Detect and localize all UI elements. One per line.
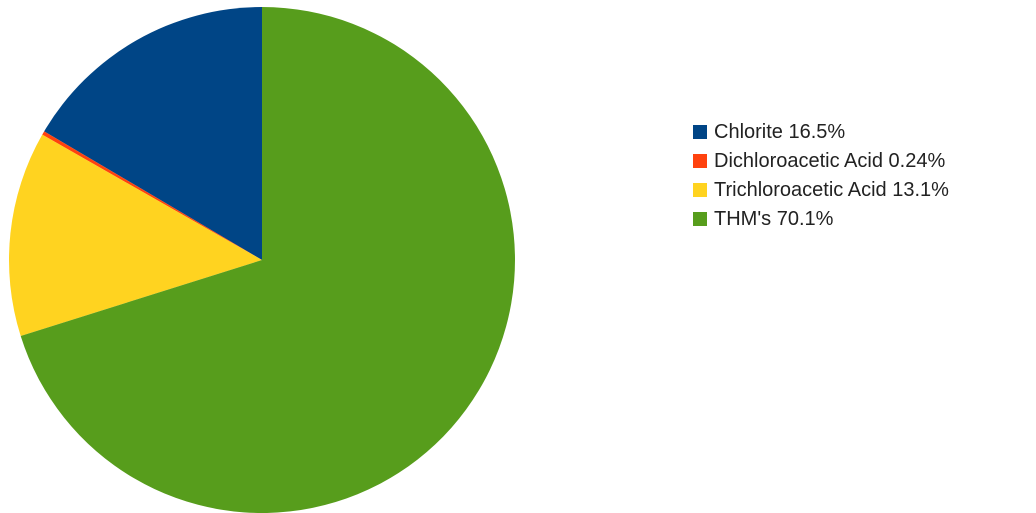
chart-legend: Chlorite 16.5% Dichloroacetic Acid 0.24% T… <box>693 117 949 233</box>
legend-label-thm-s: THM's 70.1% <box>714 207 834 230</box>
legend-label-dichloroacetic-acid: Dichloroacetic Acid 0.24% <box>714 149 946 172</box>
legend-item-thm-s: THM's 70.1% <box>693 204 949 233</box>
legend-swatch-trichloroacetic-acid <box>693 182 707 197</box>
pie-slice-chlorite <box>44 7 263 260</box>
pie-slice-thm-s <box>20 7 515 513</box>
pie-slice-trichloroacetic-acid <box>8 134 262 337</box>
legend-swatch-chlorite <box>693 124 707 139</box>
pie-slice-dichloroacetic-acid <box>42 131 262 260</box>
legend-item-trichloroacetic-acid: Trichloroacetic Acid 13.1% <box>693 175 949 204</box>
legend-label-chlorite: Chlorite 16.5% <box>714 120 846 143</box>
legend-item-chlorite: Chlorite 16.5% <box>693 117 949 146</box>
legend-swatch-thm-s <box>693 211 707 226</box>
legend-swatch-dichloroacetic-acid <box>693 153 707 168</box>
legend-label-trichloroacetic-acid: Trichloroacetic Acid 13.1% <box>714 178 949 201</box>
legend-item-dichloroacetic-acid: Dichloroacetic Acid 0.24% <box>693 146 949 175</box>
